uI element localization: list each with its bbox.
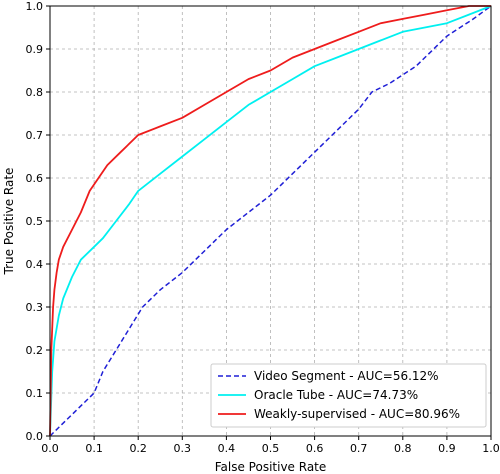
axis-ticks: 0.0 0.1 0.2 0.3 0.4 0.5 0.6 0.7 0.8 0.9 1.0 0.0 0.1 0… [26, 0, 500, 455]
y-axis-label: True Positive Rate [2, 168, 16, 276]
x-tick-label: 0.3 [174, 442, 192, 455]
y-tick-label: 0.5 [26, 215, 44, 228]
y-tick-label: 0.6 [26, 172, 44, 185]
y-tick-label: 0.7 [26, 129, 44, 142]
x-tick-label: 0.6 [306, 442, 324, 455]
x-tick-label: 0.1 [85, 442, 103, 455]
legend-entry-0: Video Segment - AUC=56.12% [254, 369, 439, 383]
x-tick-label: 0.9 [438, 442, 456, 455]
legend-entry-1: Oracle Tube - AUC=74.73% [254, 388, 418, 402]
y-tick-label: 0.2 [26, 344, 44, 357]
x-tick-label: 0.0 [41, 442, 59, 455]
y-tick-label: 0.8 [26, 86, 44, 99]
legend-box [210, 363, 487, 428]
x-axis-label: False Positive Rate [215, 460, 327, 474]
series-line-2 [49, 5, 491, 437]
y-tick-label: 0.9 [26, 43, 44, 56]
y-tick-label: 1.0 [26, 0, 44, 13]
x-tick-label: 0.8 [394, 442, 412, 455]
y-tick-label: 0.4 [26, 258, 44, 271]
y-tick-label: 0.0 [26, 430, 44, 443]
series-line-0 [49, 5, 492, 437]
series-layer [49, 5, 492, 437]
legend: Video Segment - AUC=56.12% Oracle Tube - … [210, 363, 487, 428]
x-tick-label: 0.2 [129, 442, 147, 455]
x-tick-label: 0.7 [350, 442, 368, 455]
x-tick-label: 1.0 [482, 442, 500, 455]
series-line-1 [49, 5, 492, 437]
y-tick-label: 0.3 [26, 301, 44, 314]
x-tick-label: 0.5 [262, 442, 280, 455]
x-tick-label: 0.4 [218, 442, 236, 455]
y-tick-label: 0.1 [26, 387, 44, 400]
legend-entry-2: Weakly-supervised - AUC=80.96% [254, 407, 460, 421]
